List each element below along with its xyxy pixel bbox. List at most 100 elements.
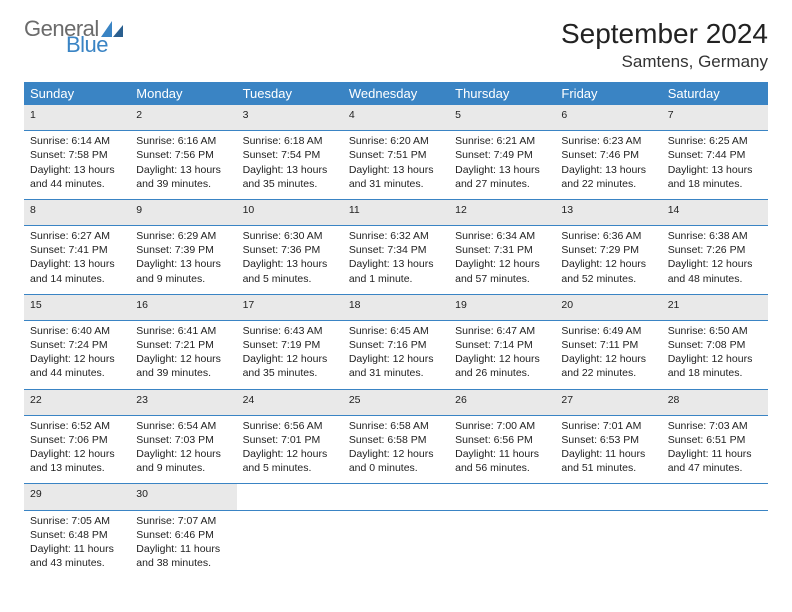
day-info-cell: Sunrise: 6:27 AMSunset: 7:41 PMDaylight:… [24,226,130,295]
day-info-cell: Sunrise: 6:20 AMSunset: 7:51 PMDaylight:… [343,131,449,200]
day-info-cell: Sunrise: 6:38 AMSunset: 7:26 PMDaylight:… [662,226,768,295]
daylight-line-2: and 22 minutes. [561,177,655,191]
sunrise-line: Sunrise: 7:05 AM [30,514,124,528]
daylight-line-1: Daylight: 11 hours [668,447,762,461]
sunrise-line: Sunrise: 7:07 AM [136,514,230,528]
daylight-line-1: Daylight: 12 hours [30,352,124,366]
daylight-line-2: and 31 minutes. [349,366,443,380]
daylight-line-1: Daylight: 11 hours [561,447,655,461]
sunrise-line: Sunrise: 6:50 AM [668,324,762,338]
day-number-cell: 12 [449,199,555,225]
sunset-line: Sunset: 6:58 PM [349,433,443,447]
sunrise-line: Sunrise: 6:20 AM [349,134,443,148]
day-info-cell [662,510,768,578]
daylight-line-2: and 9 minutes. [136,272,230,286]
daylight-line-2: and 31 minutes. [349,177,443,191]
day-info-cell: Sunrise: 6:45 AMSunset: 7:16 PMDaylight:… [343,320,449,389]
daylight-line-1: Daylight: 12 hours [30,447,124,461]
sunset-line: Sunset: 7:08 PM [668,338,762,352]
day-info-cell: Sunrise: 6:25 AMSunset: 7:44 PMDaylight:… [662,131,768,200]
daylight-line-1: Daylight: 13 hours [349,257,443,271]
daylight-line-1: Daylight: 12 hours [243,352,337,366]
daylight-line-2: and 14 minutes. [30,272,124,286]
sunset-line: Sunset: 7:58 PM [30,148,124,162]
day-info-cell: Sunrise: 7:03 AMSunset: 6:51 PMDaylight:… [662,415,768,484]
daylight-line-1: Daylight: 13 hours [349,163,443,177]
day-number-cell: 30 [130,484,236,510]
daylight-line-1: Daylight: 12 hours [668,352,762,366]
day-number-cell: 3 [237,105,343,131]
day-number-cell: 18 [343,294,449,320]
sunset-line: Sunset: 7:49 PM [455,148,549,162]
day-number-cell: 20 [555,294,661,320]
day-number-cell: 9 [130,199,236,225]
daylight-line-2: and 0 minutes. [349,461,443,475]
info-row: Sunrise: 6:14 AMSunset: 7:58 PMDaylight:… [24,131,768,200]
daylight-line-2: and 5 minutes. [243,272,337,286]
daylight-line-2: and 5 minutes. [243,461,337,475]
day-header: Tuesday [237,82,343,105]
daylight-line-1: Daylight: 12 hours [668,257,762,271]
day-number-cell: 4 [343,105,449,131]
day-info-cell [555,510,661,578]
day-number-cell: 1 [24,105,130,131]
sunset-line: Sunset: 7:06 PM [30,433,124,447]
day-header-row: Sunday Monday Tuesday Wednesday Thursday… [24,82,768,105]
sunset-line: Sunset: 7:24 PM [30,338,124,352]
sunrise-line: Sunrise: 6:36 AM [561,229,655,243]
daylight-line-1: Daylight: 12 hours [243,447,337,461]
sunrise-line: Sunrise: 6:16 AM [136,134,230,148]
day-number-cell [237,484,343,510]
daylight-line-2: and 13 minutes. [30,461,124,475]
sunrise-line: Sunrise: 6:38 AM [668,229,762,243]
day-number-cell: 17 [237,294,343,320]
sunrise-line: Sunrise: 6:49 AM [561,324,655,338]
daylight-line-1: Daylight: 13 hours [30,163,124,177]
sunrise-line: Sunrise: 6:34 AM [455,229,549,243]
daylight-line-1: Daylight: 11 hours [136,542,230,556]
sunrise-line: Sunrise: 6:29 AM [136,229,230,243]
sunset-line: Sunset: 7:16 PM [349,338,443,352]
sunrise-line: Sunrise: 6:54 AM [136,419,230,433]
day-info-cell: Sunrise: 6:58 AMSunset: 6:58 PMDaylight:… [343,415,449,484]
day-number-cell: 24 [237,389,343,415]
day-number-cell [555,484,661,510]
daylight-line-1: Daylight: 12 hours [561,257,655,271]
daylight-line-1: Daylight: 13 hours [30,257,124,271]
sunset-line: Sunset: 7:14 PM [455,338,549,352]
sunrise-line: Sunrise: 6:43 AM [243,324,337,338]
daylight-line-2: and 44 minutes. [30,177,124,191]
day-info-cell: Sunrise: 7:01 AMSunset: 6:53 PMDaylight:… [555,415,661,484]
info-row: Sunrise: 6:40 AMSunset: 7:24 PMDaylight:… [24,320,768,389]
sunset-line: Sunset: 7:41 PM [30,243,124,257]
day-header: Monday [130,82,236,105]
day-info-cell [449,510,555,578]
day-number-cell: 13 [555,199,661,225]
daylight-line-1: Daylight: 13 hours [136,257,230,271]
day-info-cell: Sunrise: 6:32 AMSunset: 7:34 PMDaylight:… [343,226,449,295]
daylight-line-1: Daylight: 12 hours [136,352,230,366]
day-number-cell: 8 [24,199,130,225]
sunrise-line: Sunrise: 6:14 AM [30,134,124,148]
daynum-row: 22232425262728 [24,389,768,415]
day-info-cell: Sunrise: 6:14 AMSunset: 7:58 PMDaylight:… [24,131,130,200]
location: Samtens, Germany [561,52,768,72]
sunset-line: Sunset: 7:29 PM [561,243,655,257]
day-number-cell: 10 [237,199,343,225]
sunset-line: Sunset: 7:46 PM [561,148,655,162]
day-number-cell: 5 [449,105,555,131]
sunrise-line: Sunrise: 6:52 AM [30,419,124,433]
day-number-cell: 16 [130,294,236,320]
day-info-cell: Sunrise: 6:43 AMSunset: 7:19 PMDaylight:… [237,320,343,389]
daylight-line-2: and 9 minutes. [136,461,230,475]
daynum-row: 1234567 [24,105,768,131]
day-header: Wednesday [343,82,449,105]
daylight-line-2: and 1 minute. [349,272,443,286]
day-info-cell: Sunrise: 6:29 AMSunset: 7:39 PMDaylight:… [130,226,236,295]
sunset-line: Sunset: 6:46 PM [136,528,230,542]
sunrise-line: Sunrise: 7:01 AM [561,419,655,433]
sunset-line: Sunset: 7:03 PM [136,433,230,447]
info-row: Sunrise: 6:52 AMSunset: 7:06 PMDaylight:… [24,415,768,484]
sunset-line: Sunset: 7:56 PM [136,148,230,162]
day-number-cell [449,484,555,510]
